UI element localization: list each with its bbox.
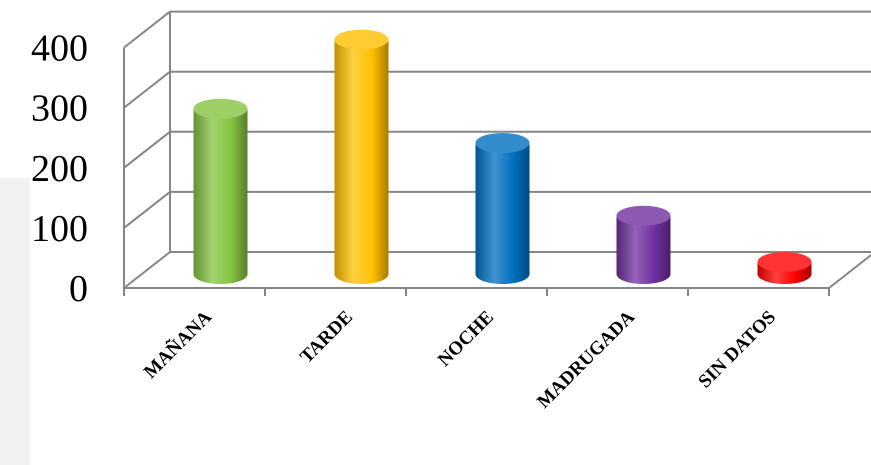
gridline-side	[123, 10, 171, 49]
gridline-side	[123, 131, 171, 169]
y-tick-label: 200	[31, 148, 88, 190]
chart-bars	[193, 29, 812, 284]
x-category-label: NOCHE	[434, 307, 498, 371]
x-category-label: TARDE	[296, 307, 357, 368]
bar-top	[193, 98, 248, 119]
bar-madrugada	[616, 205, 671, 284]
bar-top	[757, 251, 812, 272]
bar-body	[616, 215, 671, 284]
gridline-side	[123, 251, 171, 289]
bar-sin-datos	[757, 251, 812, 284]
y-axis-ticks: 0 100 200 300 400	[31, 28, 88, 310]
y-tick-label: 400	[31, 28, 88, 70]
x-axis-labels: MAÑANA TARDE NOCHE MADRUGADA SIN DATOS	[139, 306, 780, 413]
bar-top	[334, 29, 389, 50]
bar-top	[475, 132, 530, 153]
side-panel	[0, 178, 30, 465]
bar-body	[475, 142, 530, 284]
x-category-label: MAÑANA	[139, 306, 216, 383]
gridline-side	[123, 70, 171, 109]
y-tick-label: 100	[31, 208, 88, 250]
bar-mañana	[193, 98, 248, 284]
floor-right-edge	[828, 253, 871, 289]
bar-noche	[475, 132, 530, 284]
x-category-label: SIN DATOS	[694, 307, 780, 393]
x-category-label: MADRUGADA	[533, 306, 639, 412]
bar-body	[334, 39, 389, 284]
bar-tarde	[334, 29, 389, 284]
y-tick-label: 300	[31, 88, 88, 130]
y-tick-label: 0	[69, 268, 88, 310]
bar-body	[193, 108, 248, 284]
gridline-side	[123, 191, 171, 229]
bar-top	[616, 205, 671, 226]
